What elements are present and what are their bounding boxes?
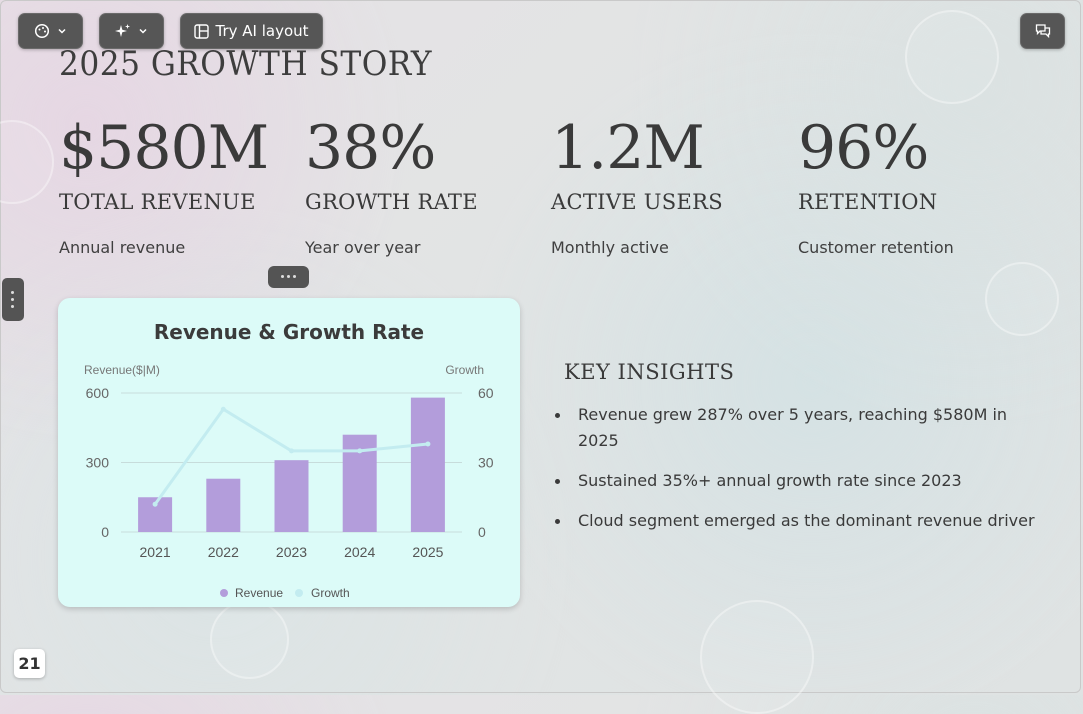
y-axis-label-left: Revenue($|M) <box>84 363 160 377</box>
insights-heading: KEY INSIGHTS <box>564 360 735 384</box>
decor-bubble <box>985 262 1059 336</box>
drag-handle-vertical[interactable] <box>2 278 24 321</box>
try-ai-layout-label: Try AI layout <box>215 22 309 40</box>
drag-handle-horizontal[interactable] <box>268 266 309 288</box>
revenue-growth-chart: Revenue & Growth Rate Revenue($|M) Growth 0… <box>58 298 520 607</box>
stat-description: Monthly active <box>551 238 669 257</box>
bar-revenue <box>410 397 445 532</box>
stat-retention: 96% RETENTION Customer retention <box>798 108 1028 257</box>
legend-swatch-growth <box>295 589 303 597</box>
chart-svg: Revenue & Growth Rate Revenue($|M) Growth 0… <box>84 320 494 600</box>
y-tick-label-left: 300 <box>86 455 110 471</box>
layout-icon <box>194 23 210 39</box>
decor-bubble <box>700 600 814 714</box>
key-insights: KEY INSIGHTS Revenue grew 287% over 5 ye… <box>555 360 1044 548</box>
insights-list: Revenue grew 287% over 5 years, reaching… <box>555 402 1044 534</box>
comments-button[interactable] <box>1020 13 1065 49</box>
y-tick-label-right: 60 <box>478 385 494 401</box>
stat-growth-rate: 38% GROWTH RATE Year over year <box>305 108 535 257</box>
bar-revenue <box>206 478 241 532</box>
stat-value: 1.2M <box>551 113 705 183</box>
try-ai-layout-button[interactable]: Try AI layout <box>180 13 323 49</box>
y-tick-label-left: 600 <box>86 385 110 401</box>
x-tick-label: 2024 <box>344 544 375 560</box>
sparkle-icon <box>114 23 131 39</box>
stat-label: RETENTION <box>798 190 938 214</box>
list-item: Sustained 35%+ annual growth rate since … <box>555 468 1044 494</box>
point-growth <box>425 441 431 447</box>
y-tick-label-right: 0 <box>478 524 486 540</box>
y-tick-label-left: 0 <box>101 524 109 540</box>
stat-description: Year over year <box>305 238 421 257</box>
chart-title: Revenue & Growth Rate <box>154 320 424 344</box>
x-tick-label: 2022 <box>208 544 239 560</box>
ai-button[interactable] <box>99 13 164 49</box>
chevron-down-icon <box>56 25 68 37</box>
x-tick-label: 2025 <box>412 544 443 560</box>
point-growth <box>152 501 158 507</box>
legend-swatch-revenue <box>220 589 228 597</box>
stat-value: $580M <box>59 113 269 183</box>
point-growth <box>357 448 363 454</box>
y-axis-label-right: Growth <box>445 363 484 377</box>
decor-bubble <box>905 10 999 104</box>
y-tick-label-right: 30 <box>478 455 494 471</box>
chevron-down-icon <box>137 25 149 37</box>
bar-revenue <box>274 460 309 532</box>
x-tick-label: 2023 <box>276 544 307 560</box>
stat-active-users: 1.2M ACTIVE USERS Monthly active <box>551 108 781 257</box>
stat-total-revenue: $580M TOTAL REVENUE Annual revenue <box>59 108 289 257</box>
list-item: Cloud segment emerged as the dominant re… <box>555 508 1044 534</box>
point-growth <box>220 406 226 412</box>
stat-description: Customer retention <box>798 238 954 257</box>
stat-value: 38% <box>305 113 436 183</box>
stat-description: Annual revenue <box>59 238 186 257</box>
decor-bubble <box>210 600 289 679</box>
stat-label: TOTAL REVENUE <box>59 190 256 214</box>
stat-label: ACTIVE USERS <box>551 190 723 214</box>
x-tick-label: 2021 <box>140 544 171 560</box>
page-number[interactable]: 21 <box>14 649 45 678</box>
stat-value: 96% <box>798 113 929 183</box>
stat-label: GROWTH RATE <box>305 190 478 214</box>
point-growth <box>289 448 294 454</box>
legend-label-revenue: Revenue <box>235 586 283 600</box>
theme-button[interactable] <box>18 13 83 49</box>
slide-frame <box>0 0 1081 693</box>
list-item: Revenue grew 287% over 5 years, reaching… <box>555 402 1044 454</box>
legend-label-growth: Growth <box>311 586 350 600</box>
slide-title: 2025 GROWTH STORY <box>59 44 432 84</box>
palette-icon <box>34 23 50 39</box>
comments-icon <box>1035 23 1051 39</box>
